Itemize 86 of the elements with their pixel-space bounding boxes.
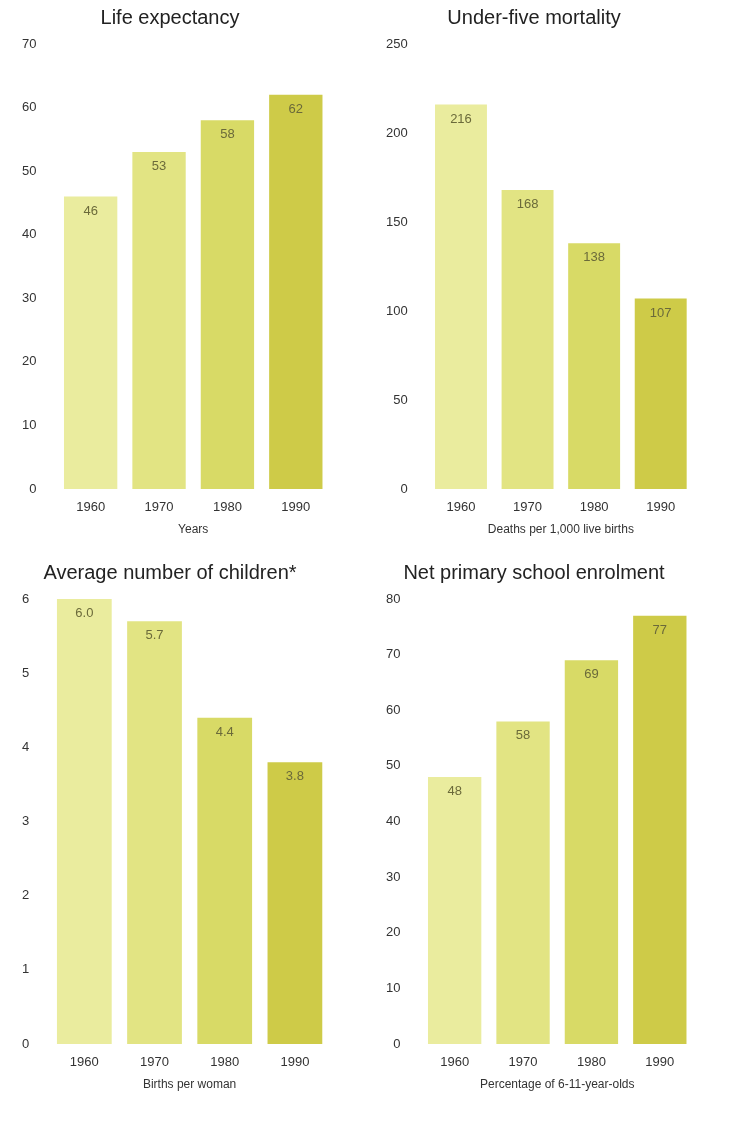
y-tick-label: 0: [400, 480, 408, 496]
bar: [564, 660, 619, 1044]
data-label: 6.0: [75, 605, 94, 621]
x-tick-label: 1980: [576, 1054, 606, 1070]
x-tick-label: 1990: [645, 1054, 675, 1070]
y-tick-label: 1: [22, 961, 30, 977]
bar: [200, 120, 255, 489]
y-tick-label: 10: [21, 417, 37, 433]
bar: [633, 615, 687, 1044]
y-tick-label: 30: [21, 289, 37, 305]
y-tick-label: 30: [385, 868, 401, 884]
y-tick-label: 50: [385, 757, 401, 773]
y-tick-label: 70: [21, 35, 37, 51]
x-axis-title: Deaths per 1,000 live births: [487, 522, 634, 537]
y-tick-label: 20: [21, 353, 37, 369]
data-label: 4.4: [215, 723, 234, 739]
bar: [435, 104, 487, 489]
data-label: 58: [220, 126, 235, 142]
y-tick-label: 40: [385, 813, 401, 829]
x-tick-label: 1990: [281, 499, 311, 515]
data-label: 216: [450, 110, 472, 126]
y-tick-label: 10: [385, 979, 401, 995]
data-label: 77: [652, 621, 668, 637]
x-tick-label: 1970: [513, 499, 543, 515]
y-tick-label: 5: [22, 664, 30, 680]
x-tick-label: 1970: [144, 499, 174, 515]
x-tick-label: 1980: [579, 499, 609, 515]
x-tick-label: 1970: [508, 1054, 538, 1070]
y-tick-label: 80: [385, 590, 401, 606]
data-label: 168: [516, 196, 539, 212]
data-label: 62: [288, 100, 304, 116]
data-label: 69: [584, 666, 599, 682]
data-label: 46: [83, 202, 98, 218]
bar: [56, 599, 112, 1044]
y-tick-label: 50: [393, 391, 408, 407]
y-tick-label: 20: [385, 924, 401, 940]
bar: [501, 189, 554, 489]
y-tick-label: 200: [385, 124, 408, 140]
y-tick-label: 100: [385, 302, 408, 318]
x-axis-title: Percentage of 6-11-year-olds: [479, 1077, 635, 1092]
x-axis-title: Years: [178, 522, 209, 537]
data-label: 107: [649, 304, 672, 320]
y-tick-label: 250: [385, 35, 408, 51]
y-tick-label: 4: [22, 738, 30, 754]
bar: [427, 777, 482, 1044]
x-tick-label: 1990: [280, 1054, 310, 1070]
x-tick-label: 1970: [140, 1054, 169, 1070]
y-tick-label: 2: [22, 887, 30, 903]
x-tick-label: 1980: [212, 499, 242, 515]
x-tick-label: 1960: [446, 499, 476, 515]
chart-title: Net primary school enrolment: [403, 560, 666, 583]
data-label: 3.8: [285, 768, 304, 784]
data-label: 53: [151, 158, 167, 174]
x-tick-label: 1980: [210, 1054, 240, 1070]
x-tick-label: 1960: [76, 499, 106, 515]
y-tick-label: 0: [22, 1035, 30, 1051]
bar: [496, 721, 550, 1044]
bar: [267, 762, 323, 1044]
bar: [269, 94, 323, 489]
data-label: 5.7: [145, 627, 164, 643]
y-tick-label: 50: [21, 162, 37, 178]
chart-title: Under-five mortality: [447, 5, 621, 28]
y-tick-label: 60: [385, 701, 401, 717]
bar: [197, 717, 253, 1044]
data-label: 48: [447, 783, 462, 799]
y-tick-label: 70: [385, 646, 401, 662]
y-tick-label: 40: [21, 226, 37, 242]
y-tick-label: 6: [22, 590, 30, 606]
y-tick-label: 3: [22, 813, 30, 829]
y-tick-label: 0: [393, 1035, 401, 1051]
data-label: 58: [515, 727, 531, 743]
y-tick-label: 150: [385, 213, 408, 229]
bar: [127, 621, 182, 1044]
chart-title: Life expectancy: [100, 5, 240, 28]
bar: [132, 152, 186, 489]
y-tick-label: 0: [29, 480, 37, 496]
bar: [568, 243, 621, 489]
data-label: 138: [583, 249, 605, 265]
bar: [63, 196, 118, 489]
bar: [634, 298, 687, 489]
x-tick-label: 1990: [646, 499, 676, 515]
y-tick-label: 60: [21, 99, 37, 115]
x-axis-title: Births per woman: [142, 1077, 237, 1092]
x-tick-label: 1960: [440, 1054, 470, 1070]
chart-title: Average number of children*: [43, 560, 297, 583]
x-tick-label: 1960: [69, 1054, 99, 1070]
